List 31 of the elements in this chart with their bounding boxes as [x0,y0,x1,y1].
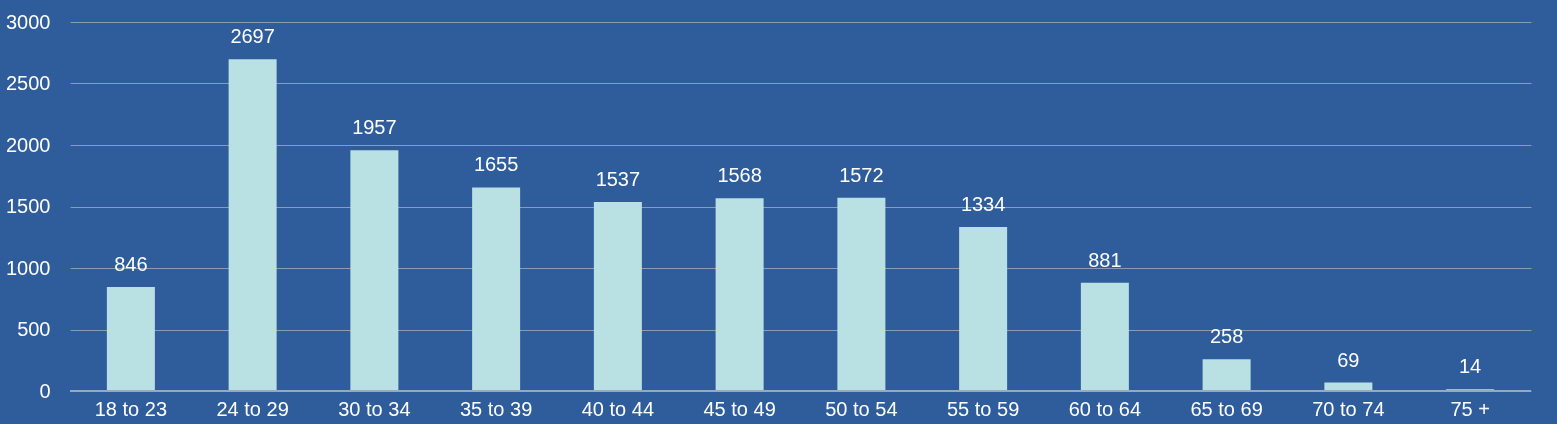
data-label: 69 [1337,348,1360,371]
data-label: 14 [1459,355,1482,378]
data-label: 1572 [839,163,884,186]
x-tick-label: 40 to 44 [581,397,655,420]
y-tick-label: 500 [17,318,51,340]
x-tick-label: 30 to 34 [338,397,411,420]
y-tick-label: 2000 [6,133,51,156]
x-tick-label: 60 to 64 [1068,397,1142,420]
x-tick-label: 35 to 39 [459,397,533,420]
data-label: 2697 [230,25,275,48]
data-label: 1568 [717,164,762,187]
y-tick-label: 1500 [6,195,51,217]
y-tick-label: 0 [39,379,51,402]
data-label: 1957 [352,116,397,139]
x-tick-label: 70 to 74 [1312,397,1385,420]
data-label: 258 [1209,325,1244,348]
y-tick-label: 1000 [6,256,51,279]
data-label: 881 [1088,248,1122,271]
data-label: 1334 [960,192,1006,215]
x-tick-label: 75 + [1450,397,1490,420]
x-tick-label: 65 to 69 [1190,397,1263,420]
y-tick-label: 2500 [6,72,51,94]
x-tick-label: 24 to 29 [216,397,289,420]
y-tick-label: 3000 [6,10,51,33]
x-tick-label: 45 to 49 [703,397,776,420]
data-label: 1537 [595,167,641,190]
x-tick-label: 18 to 23 [94,397,168,420]
data-label: 1655 [473,153,519,176]
x-tick-label: 55 to 59 [946,397,1020,420]
data-label: 846 [114,252,148,275]
x-tick-label: 50 to 54 [825,397,898,420]
